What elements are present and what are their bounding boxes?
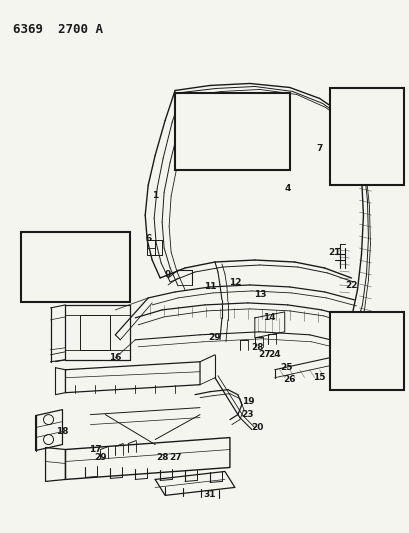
Text: 29: 29 xyxy=(94,453,106,462)
Bar xyxy=(329,88,403,185)
Text: 28: 28 xyxy=(155,453,168,462)
Bar xyxy=(329,312,403,390)
Text: 28: 28 xyxy=(251,343,263,352)
Text: 30: 30 xyxy=(357,363,370,372)
Text: 13: 13 xyxy=(253,290,265,300)
Polygon shape xyxy=(36,410,62,450)
Text: 14: 14 xyxy=(263,313,275,322)
Text: 20: 20 xyxy=(251,423,263,432)
Text: 1: 1 xyxy=(152,191,158,200)
Text: 3: 3 xyxy=(246,111,252,120)
Bar xyxy=(20,232,130,302)
Text: 8: 8 xyxy=(341,156,347,165)
Bar xyxy=(175,93,289,170)
Text: 27: 27 xyxy=(169,453,181,462)
Text: 18: 18 xyxy=(56,427,69,436)
Polygon shape xyxy=(45,448,65,481)
Text: 17: 17 xyxy=(89,445,101,454)
Text: 31: 31 xyxy=(203,490,216,499)
Polygon shape xyxy=(80,315,110,350)
Text: 7: 7 xyxy=(316,144,322,153)
Polygon shape xyxy=(55,368,65,394)
Polygon shape xyxy=(357,357,384,372)
Text: 24: 24 xyxy=(268,350,281,359)
Polygon shape xyxy=(36,240,100,287)
Text: 9: 9 xyxy=(164,270,171,279)
Text: 24: 24 xyxy=(364,337,377,346)
Text: 5: 5 xyxy=(380,136,387,145)
Polygon shape xyxy=(254,312,284,338)
Text: 23: 23 xyxy=(241,410,254,419)
Text: 2: 2 xyxy=(229,143,236,152)
Text: 10: 10 xyxy=(49,254,61,263)
Polygon shape xyxy=(155,472,234,495)
Text: 4: 4 xyxy=(284,184,290,193)
Text: 16: 16 xyxy=(109,353,121,362)
Polygon shape xyxy=(65,305,130,360)
Polygon shape xyxy=(65,438,229,480)
Text: 29: 29 xyxy=(208,333,221,342)
Text: 15: 15 xyxy=(312,373,325,382)
Polygon shape xyxy=(337,320,377,379)
Text: 6369  2700 A: 6369 2700 A xyxy=(13,22,102,36)
Polygon shape xyxy=(200,116,236,151)
Text: 12: 12 xyxy=(228,278,240,287)
Polygon shape xyxy=(147,240,155,255)
Text: 6: 6 xyxy=(145,233,151,243)
Text: 21: 21 xyxy=(328,247,340,256)
Text: 26: 26 xyxy=(283,375,295,384)
Text: 26: 26 xyxy=(372,360,385,369)
Text: 25: 25 xyxy=(280,363,292,372)
Text: 11: 11 xyxy=(203,282,216,292)
Text: 19: 19 xyxy=(241,397,254,406)
Polygon shape xyxy=(65,362,200,393)
Text: 27: 27 xyxy=(258,350,270,359)
Text: 22: 22 xyxy=(344,281,357,290)
